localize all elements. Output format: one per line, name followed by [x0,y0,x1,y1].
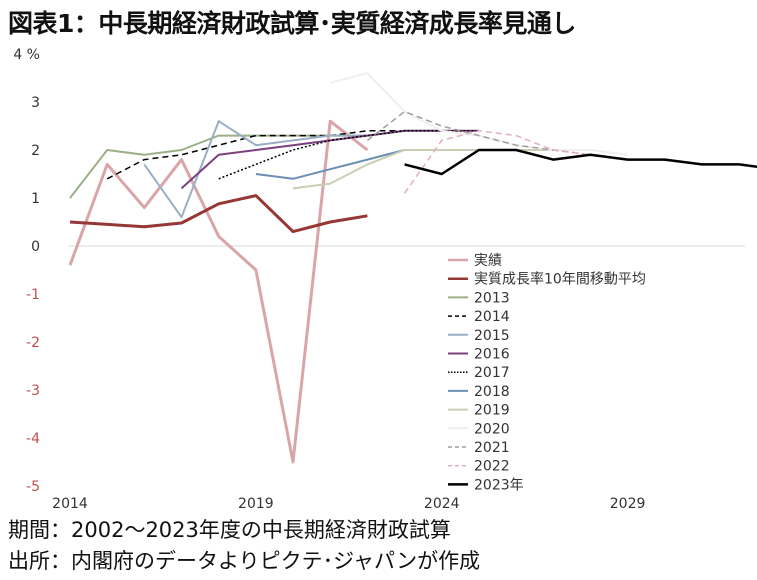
y-tick-label: 4 % [13,47,40,63]
y-tick-label: 2 [31,143,40,159]
y-tick-label: -4 [26,431,40,447]
series-line-12 [404,148,757,176]
x-tick-label: 2014 [52,496,88,510]
y-tick-label: -5 [26,479,40,495]
legend-label: 2021 [474,440,510,456]
y-tick-label: -3 [26,383,40,399]
y-tick-label: -1 [26,287,40,303]
legend-background [444,250,704,498]
series-line-11 [403,130,702,194]
series-layer [68,72,757,464]
x-tick-label: 2024 [424,496,460,510]
axis-layer: -5 -4 -3 -2 -1 0 1 2 3 4 % 2014 2019 2024 2029 [13,47,745,510]
chart-plot: -5 -4 -3 -2 -1 0 1 2 3 4 % 2014 2019 2024 2029 実績実質成長… [13,47,757,510]
legend-label: 実績 [474,253,502,269]
series-line-7 [255,149,554,180]
series-line-9 [329,72,628,156]
y-tick-label: 0 [31,239,40,255]
legend-label: 2019 [474,403,510,419]
y-tick-label: 3 [31,95,40,111]
legend-label: 2023年 [474,477,524,493]
legend-label: 2018 [474,384,510,400]
series-line-5 [180,129,479,190]
chart-title: 図表1：中長期経済財政試算･実質経済成長率見通し [8,9,576,38]
legend-label: 2016 [474,347,510,363]
x-tick-label: 2019 [238,496,274,510]
y-tick-label: -2 [26,335,40,351]
series-line-2 [69,134,368,199]
y-tick-label: 1 [31,191,40,207]
series-line-0 [68,119,369,464]
series-line-3 [106,130,405,180]
legend-label: 実質成長率10年間移動平均 [474,271,646,288]
source-note: 出所：内閣府のデータよりピクテ･ジャパンが作成 [8,549,481,573]
legend-label: 2015 [474,328,510,344]
legend-label: 2014 [474,309,510,325]
legend-label: 2017 [474,365,510,381]
legend-label: 2022 [474,459,510,475]
legend-label: 2013 [474,290,510,306]
x-tick-label: 2029 [610,496,646,510]
series-line-6 [218,130,479,180]
legend-label: 2020 [474,421,510,437]
series-line-1 [69,194,368,234]
period-note: 期間：2002～2023年度の中長期経済財政試算 [8,518,451,542]
